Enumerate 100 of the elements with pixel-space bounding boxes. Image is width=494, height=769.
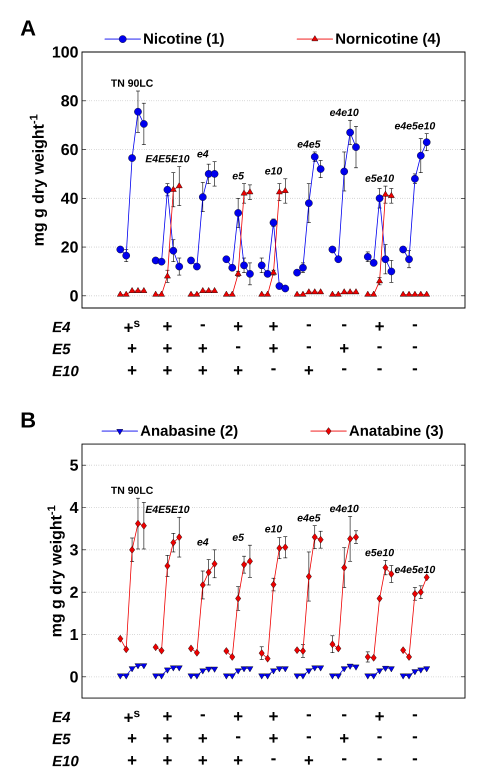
point [158, 674, 165, 680]
point [187, 256, 195, 264]
point [300, 647, 306, 655]
text: + [304, 756, 314, 765]
point [188, 644, 194, 652]
point [418, 588, 424, 596]
point [417, 290, 424, 297]
y-tick-label: 4 [70, 502, 78, 513]
point [223, 290, 230, 297]
point [353, 533, 359, 541]
y-tick-label: 2 [70, 586, 78, 598]
y-tick-label: 40 [60, 192, 78, 204]
point [376, 594, 382, 602]
text: - [271, 368, 276, 370]
annotation: TN 90LC [110, 79, 153, 87]
point [306, 288, 312, 294]
point [346, 128, 354, 136]
text: + [163, 712, 172, 721]
annotation: e4 [197, 538, 208, 546]
point [417, 152, 425, 160]
point [128, 287, 136, 293]
text: E4 [52, 322, 70, 332]
point [294, 290, 300, 297]
text: - [412, 324, 418, 326]
point [116, 246, 124, 254]
point [281, 284, 290, 292]
text: - [412, 714, 418, 716]
text: + [304, 366, 314, 375]
text: + [269, 322, 278, 331]
point [116, 674, 124, 680]
text: + [198, 366, 208, 375]
annotation: e4e5e10 [394, 566, 436, 574]
text: + [163, 322, 172, 331]
point [122, 252, 130, 260]
y-tick-label: 20 [61, 241, 78, 253]
text: +$^{s}$ [124, 320, 140, 332]
point [399, 246, 407, 254]
text: - [236, 346, 240, 348]
text: + [128, 756, 136, 765]
point [282, 666, 289, 672]
point [199, 668, 206, 674]
point [294, 674, 300, 680]
point [388, 570, 394, 578]
y-tick-label: 0 [70, 290, 78, 302]
point [158, 258, 166, 266]
point [264, 654, 271, 662]
point [329, 290, 336, 297]
point [406, 653, 412, 661]
annotation: e4e10 [330, 504, 359, 512]
point [346, 664, 354, 670]
point [188, 290, 194, 297]
point [194, 674, 200, 680]
point [158, 290, 165, 297]
text: - [342, 368, 346, 370]
point [264, 270, 272, 278]
text: + [234, 322, 242, 331]
point [140, 522, 147, 530]
point [417, 668, 424, 674]
point [300, 290, 306, 297]
point [382, 190, 389, 197]
point [199, 287, 206, 293]
point [270, 668, 277, 674]
text: E4 [52, 712, 70, 722]
point [352, 143, 360, 151]
point [318, 536, 324, 544]
annotation: e10 [265, 525, 282, 533]
text: - [200, 714, 205, 716]
text: + [269, 344, 278, 353]
annotation: e4e5 [298, 514, 321, 522]
text: + [340, 344, 348, 353]
point [317, 666, 324, 672]
point [264, 290, 271, 297]
point [234, 668, 242, 674]
point [312, 533, 318, 541]
point [140, 663, 148, 670]
text: - [412, 736, 418, 738]
point [311, 666, 318, 672]
point [164, 272, 171, 278]
point [122, 674, 130, 680]
point [347, 535, 353, 543]
text: - [412, 758, 418, 760]
text: - [236, 736, 240, 738]
point [376, 194, 384, 202]
point [235, 594, 242, 602]
point [170, 538, 176, 546]
legend-label: Anatabine (3) [349, 424, 443, 439]
point [335, 644, 342, 652]
text: - [377, 368, 382, 370]
point [116, 290, 124, 297]
point [200, 581, 206, 589]
point [228, 264, 236, 272]
point [258, 290, 266, 297]
annotation: e5 [232, 534, 244, 541]
point [294, 646, 300, 654]
point [229, 653, 236, 661]
annotation: e4e10 [330, 108, 359, 116]
point [370, 674, 377, 680]
text: E5 [52, 344, 71, 354]
point [382, 564, 388, 572]
point [317, 288, 324, 294]
